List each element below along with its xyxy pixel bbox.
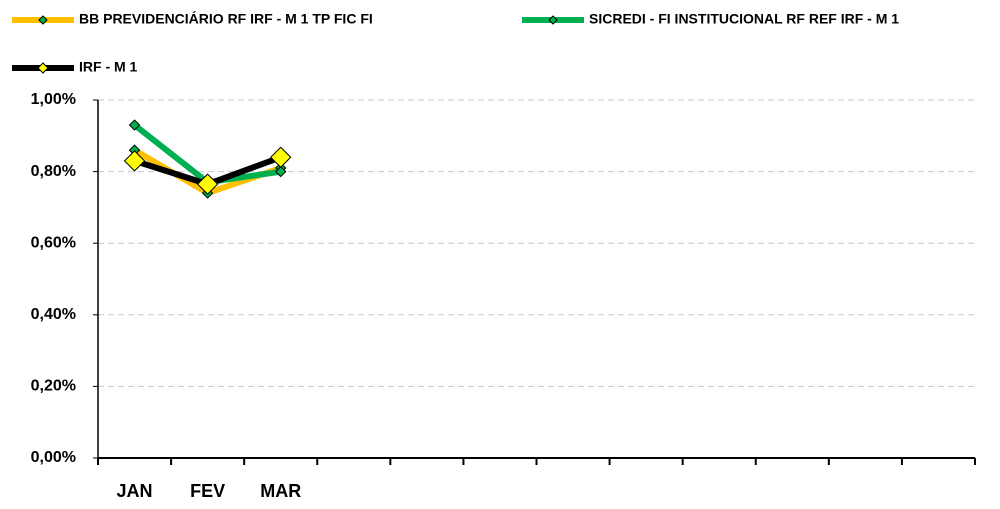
x-tick-label: FEV [190, 481, 225, 501]
y-tick-label: 0,20% [31, 378, 76, 395]
x-tick-label: MAR [260, 481, 301, 501]
legend-marker [548, 15, 558, 25]
legend-label: BB PREVIDENCIÁRIO RF IRF - M 1 TP FIC FI [79, 11, 373, 27]
legend-marker [37, 62, 49, 74]
y-tick-label: 0,80% [31, 163, 76, 180]
y-tick-label: 0,60% [31, 234, 76, 251]
y-tick-label: 0,40% [31, 306, 76, 323]
marker [123, 150, 146, 172]
legend-marker [38, 15, 48, 25]
marker [128, 119, 141, 131]
x-tick-label: JAN [117, 481, 153, 501]
marker [270, 146, 292, 168]
legend-label: SICREDI - FI INSTITUCIONAL RF REF IRF - … [589, 11, 899, 27]
y-tick-label: 0,00% [31, 449, 76, 466]
marker [275, 165, 287, 178]
legend-label: IRF - M 1 [79, 59, 138, 75]
y-tick-label: 1,00% [31, 91, 76, 108]
marker [196, 173, 219, 195]
